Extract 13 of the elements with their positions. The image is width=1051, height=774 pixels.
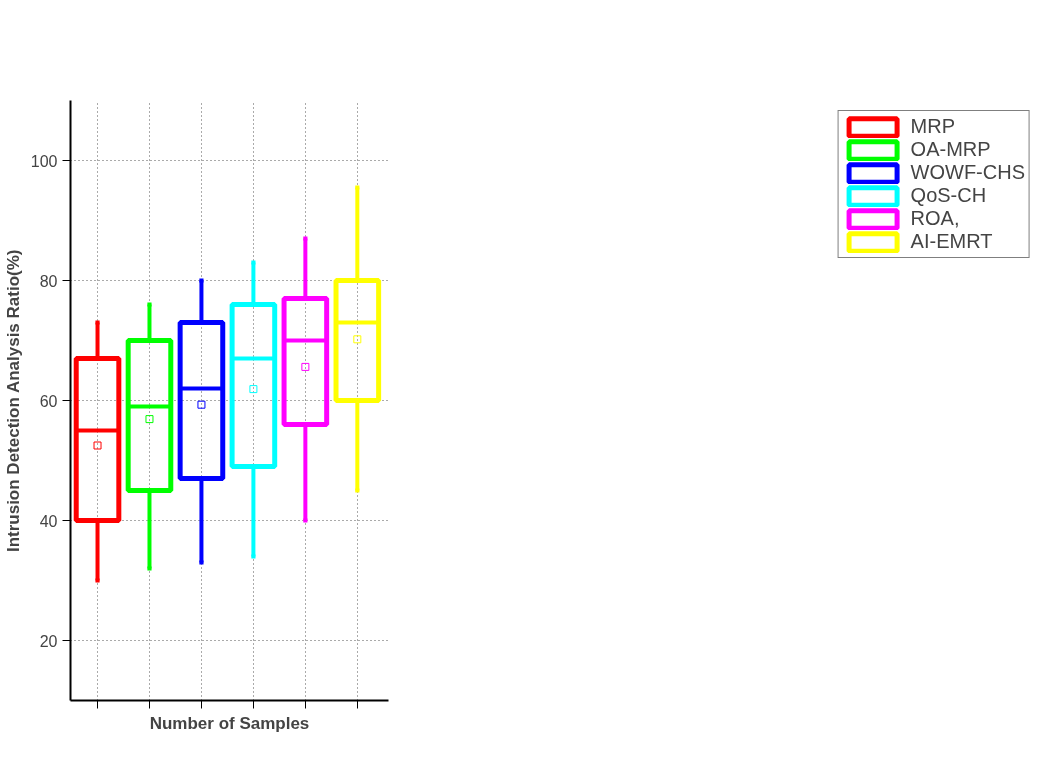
legend-label: AI-EMRT — [910, 230, 993, 253]
legend-label: OA-MRP — [910, 138, 991, 161]
y-tick-label: 20 — [39, 632, 58, 650]
legend-label: QoS-CH — [910, 184, 987, 207]
x-axis-title: Number of Samples — [149, 713, 310, 733]
y-tick-label: 40 — [39, 512, 58, 530]
y-axis-title: Intrusion Detection Analysis Ratio(%) — [3, 249, 23, 553]
y-tick-label: 100 — [30, 152, 58, 170]
y-tick-label: 80 — [39, 272, 58, 290]
legend-label: MRP — [910, 115, 956, 138]
legend-label: WOWF-CHS — [910, 161, 1025, 184]
legend-label: ROA, — [910, 207, 960, 230]
y-tick-label: 60 — [39, 392, 58, 410]
